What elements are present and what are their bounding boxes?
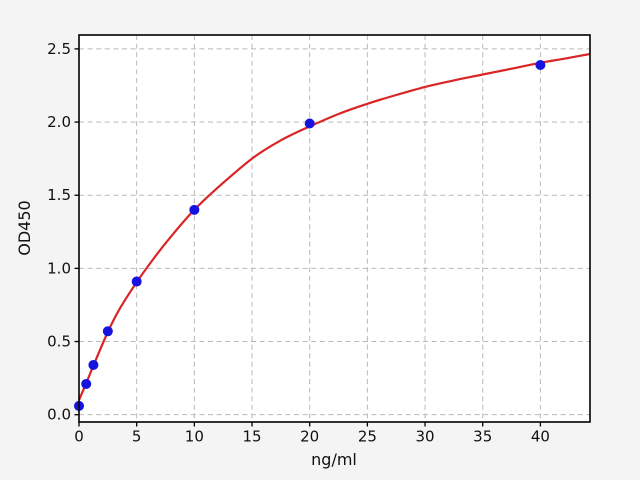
y-tick-label: 1.5: [47, 186, 71, 204]
x-tick-label: 25: [358, 428, 377, 446]
x-tick-label: 35: [473, 428, 492, 446]
x-tick-label: 0: [74, 428, 84, 446]
data-point: [304, 118, 315, 129]
x-tick-label: 30: [416, 428, 435, 446]
data-point: [189, 204, 200, 215]
data-point: [81, 378, 92, 389]
y-tick-label: 2.5: [47, 40, 71, 58]
x-tick-label: 20: [300, 428, 319, 446]
x-tick-label: 5: [132, 428, 142, 446]
x-tick-label: 40: [531, 428, 550, 446]
data-point: [535, 59, 546, 70]
x-tick-label: 10: [185, 428, 204, 446]
x-axis-label: ng/ml: [311, 450, 357, 469]
fit-curve-line: [79, 52, 590, 401]
y-tick-label: 1.0: [47, 259, 71, 277]
y-tick-label: 2.0: [47, 113, 71, 131]
data-point: [88, 359, 99, 370]
data-point: [102, 326, 113, 337]
y-tick-label: 0.0: [47, 406, 71, 424]
y-tick-label: 0.5: [47, 333, 71, 351]
data-point: [131, 276, 142, 287]
y-axis-label: OD450: [15, 200, 34, 255]
plot-area: [79, 35, 590, 422]
chart-layers: 0 5 10 15 20 25 30 35 40 0.0 0.5 1.0 1.5 2.0 2.5: [47, 34, 591, 446]
x-tick-label: 15: [242, 428, 261, 446]
axes-border: [78, 34, 591, 423]
